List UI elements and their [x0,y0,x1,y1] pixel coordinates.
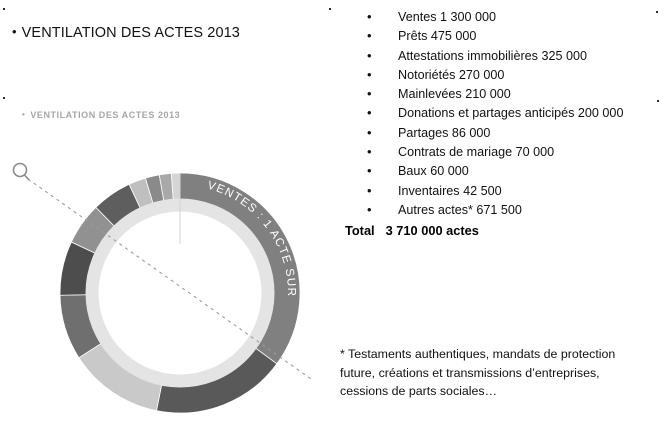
list-item-label: Partages 86 000 [398,125,491,140]
list-item-label: Contrats de mariage 70 000 [398,145,555,160]
list-item-label: Mainlevées 210 000 [398,87,511,102]
list-item-label: Inventaires 42 500 [398,183,502,198]
list-item: Contrats de mariage 70 000 [345,142,665,162]
total-value: 3 710 000 actes [385,223,479,239]
scan-speck [656,11,658,13]
list-item: Notoriétés 270 000 [345,65,665,85]
list-item: Donations et partages anticipés 200 000 [345,103,665,123]
list-item-label: Notoriétés 270 000 [398,67,505,82]
list-item: Baux 60 000 [345,161,665,181]
list-item: Attestations immobilières 325 000 [345,46,665,66]
scan-speck [329,8,331,10]
scan-speck [657,100,659,102]
list-item-label: Ventes 1 300 000 [398,10,497,24]
list-item-label: Attestations immobilières 325 000 [398,48,588,63]
list-item: Inventaires 42 500 [345,181,665,201]
list-item-label: Prêts 475 000 [398,29,477,44]
figures-list: Ventes 1 300 000 Prêts 475 000 Attestation… [345,7,665,220]
figures-panel: Ventes 1 300 000 Prêts 475 000 Attestation… [345,7,665,241]
list-item: Partages 86 000 [345,123,665,143]
list-item: Autres actes* 671 500 [345,200,665,220]
chart-caption-text: VENTILATION DES ACTES 2013 [30,110,181,120]
page-title: • VENTILATION DES ACTES 2013 [12,24,240,41]
page-title-text: VENTILATION DES ACTES 2013 [21,25,240,41]
total-label: Total [345,223,375,239]
donut-chart-svg: VENTES : 1 ACTE SUR 3 [48,155,301,414]
magnifier-handle-icon [23,174,30,181]
footnote: * Testaments authentiques, mandats de pr… [340,347,616,398]
title-bullet-icon: • [12,24,17,39]
list-item: Mainlevées 210 000 [345,84,665,104]
magnifier-icon [12,162,28,178]
list-item-label: Autres actes* 671 500 [398,202,522,217]
total-row: Total 3 710 000 actes [345,221,665,241]
donut-chart: VENTES : 1 ACTE SUR 3 [48,155,308,421]
caption-bullet-icon: • [22,110,26,119]
list-item-label: Baux 60 000 [398,164,469,179]
list-item: Ventes 1 300 000 [345,7,665,27]
list-item-label: Donations et partages anticipés 200 000 [398,106,624,121]
chart-caption: • VENTILATION DES ACTES 2013 [22,110,180,120]
scan-speck [3,8,5,10]
scan-speck [3,97,5,99]
list-item: Prêts 475 000 [345,26,665,46]
